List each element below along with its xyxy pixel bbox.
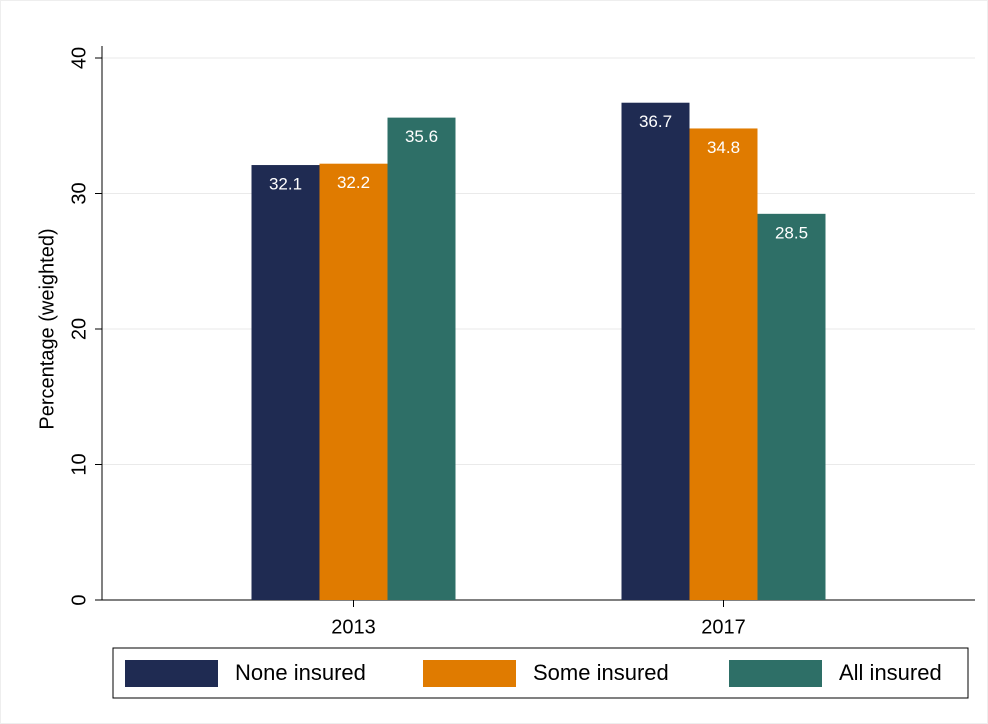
legend-swatch — [125, 660, 218, 687]
y-tick-label: 30 — [68, 182, 90, 204]
x-tick-label: 2013 — [331, 616, 376, 638]
y-tick-label: 20 — [68, 318, 90, 340]
value-label: 36.7 — [639, 112, 672, 131]
y-axis-title: Percentage (weighted) — [36, 228, 58, 429]
legend-label: Some insured — [533, 660, 669, 685]
bar — [689, 128, 758, 600]
bar — [251, 165, 320, 601]
legend-label: None insured — [235, 660, 366, 685]
value-label: 32.1 — [269, 175, 302, 194]
legend-label: All insured — [839, 660, 942, 685]
x-tick-label: 2017 — [701, 616, 746, 638]
legend-box — [112, 647, 969, 699]
y-tick-label: 40 — [68, 47, 90, 69]
value-label: 34.8 — [707, 138, 740, 157]
y-tick-label: 10 — [68, 453, 90, 475]
value-label: 28.5 — [775, 223, 808, 242]
bar — [387, 117, 456, 601]
bar — [621, 102, 690, 600]
bar — [757, 213, 826, 600]
legend-swatch — [423, 660, 516, 687]
y-tick-label: 0 — [68, 594, 90, 605]
value-label: 32.2 — [337, 173, 370, 192]
value-label: 35.6 — [405, 127, 438, 146]
bar — [319, 163, 388, 600]
legend-swatch — [729, 660, 822, 687]
